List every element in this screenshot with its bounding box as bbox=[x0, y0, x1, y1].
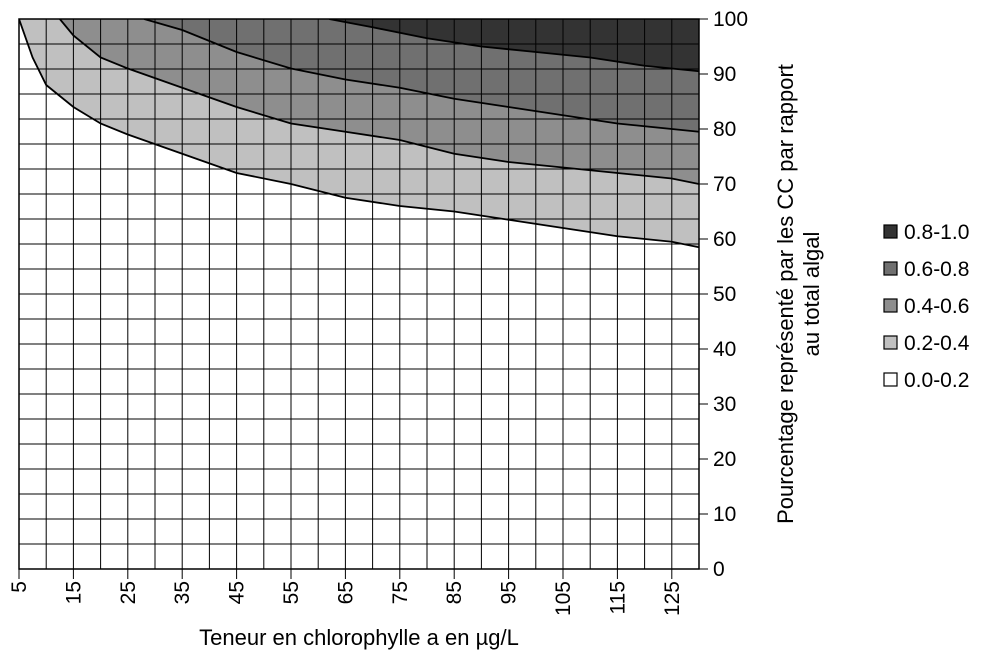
legend-label: 0.0-0.2 bbox=[904, 369, 969, 392]
x-tick-label: 85 bbox=[443, 581, 466, 604]
x-tick-label: 75 bbox=[389, 581, 412, 604]
legend: 0.8-1.0 0.6-0.8 0.4-0.6 0.2-0.4 0.0-0.2 bbox=[883, 221, 970, 392]
legend-swatch bbox=[883, 372, 898, 387]
y-axis-title-line-2: au total algal bbox=[799, 232, 824, 357]
y-tick-label: 30 bbox=[713, 393, 736, 416]
grid-lines bbox=[19, 19, 699, 569]
x-tick-label: 95 bbox=[498, 581, 521, 604]
y-axis-ticks: 0 10 20 30 40 50 60 70 80 90 100 bbox=[699, 8, 748, 581]
legend-swatch bbox=[883, 335, 898, 350]
x-tick-label: 105 bbox=[552, 581, 575, 616]
y-tick-label: 50 bbox=[713, 283, 736, 306]
y-tick-label: 60 bbox=[713, 228, 736, 251]
contour-line-0.6 bbox=[143, 19, 699, 133]
x-tick-label: 65 bbox=[334, 581, 357, 604]
x-tick-label: 55 bbox=[280, 581, 303, 604]
x-tick-label: 35 bbox=[171, 581, 194, 604]
x-tick-label: 45 bbox=[226, 581, 249, 604]
x-tick-label: 25 bbox=[117, 581, 140, 604]
legend-label: 0.6-0.8 bbox=[904, 258, 969, 281]
x-tick-label: 125 bbox=[661, 581, 684, 616]
contour-band-0.8-1.0 bbox=[329, 19, 699, 72]
contour-line-0.2 bbox=[19, 19, 699, 249]
legend-label: 0.4-0.6 bbox=[904, 295, 969, 318]
x-tick-label: 115 bbox=[606, 581, 629, 614]
contour-line-0.4 bbox=[59, 19, 699, 185]
x-axis-title: Teneur en chlorophylle a en µg/L bbox=[199, 625, 519, 650]
legend-swatch bbox=[883, 261, 898, 276]
x-axis-ticks: 5 15 25 35 45 55 65 75 85 95 105 115 125 bbox=[8, 569, 684, 616]
y-tick-label: 70 bbox=[713, 173, 736, 196]
legend-swatch bbox=[883, 298, 898, 313]
contour-line-0.8 bbox=[328, 19, 699, 73]
y-axis-title-line-1: Pourcentage représenté par les CC par ra… bbox=[773, 64, 798, 524]
y-tick-label: 90 bbox=[713, 63, 736, 86]
y-tick-label: 20 bbox=[713, 448, 736, 471]
y-tick-label: 100 bbox=[713, 8, 748, 31]
y-tick-label: 0 bbox=[713, 558, 725, 581]
x-tick-label: 5 bbox=[8, 581, 31, 593]
contour-lines bbox=[19, 19, 699, 249]
y-tick-label: 10 bbox=[713, 503, 736, 526]
x-tick-label: 15 bbox=[62, 581, 85, 604]
legend-swatch bbox=[883, 224, 898, 239]
y-tick-label: 80 bbox=[713, 118, 736, 141]
legend-label: 0.8-1.0 bbox=[904, 221, 969, 244]
legend-label: 0.2-0.4 bbox=[904, 332, 970, 355]
y-tick-label: 40 bbox=[713, 338, 736, 361]
